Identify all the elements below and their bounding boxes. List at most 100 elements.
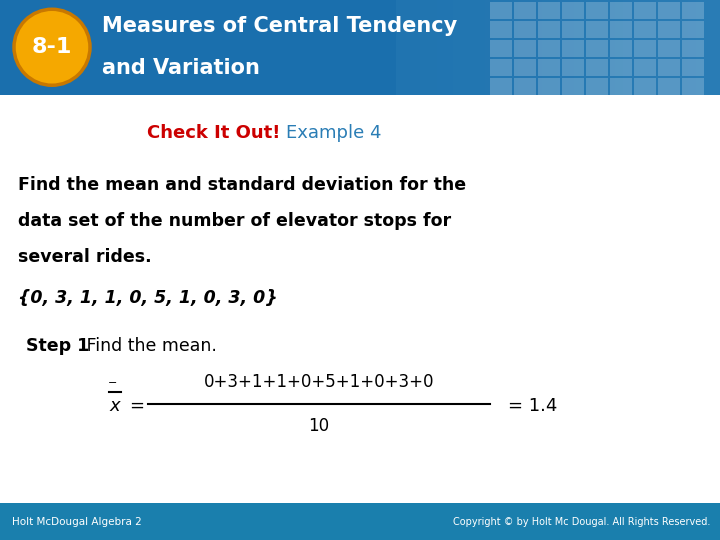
- Bar: [510, 0, 518, 94]
- Bar: [615, 0, 623, 94]
- Text: data set of the number of elevator stops for: data set of the number of elevator stops…: [18, 212, 451, 230]
- Bar: [514, 78, 536, 94]
- Text: Find the mean.: Find the mean.: [81, 337, 217, 355]
- Bar: [526, 0, 534, 94]
- Bar: [413, 0, 420, 94]
- Bar: [501, 0, 510, 94]
- Bar: [518, 0, 526, 94]
- Bar: [538, 39, 560, 57]
- Bar: [586, 78, 608, 94]
- Bar: [550, 0, 558, 94]
- Bar: [663, 0, 672, 94]
- Bar: [712, 0, 720, 94]
- Bar: [538, 2, 560, 18]
- Bar: [420, 0, 428, 94]
- Bar: [445, 0, 453, 94]
- Text: Copyright © by Holt Mc Dougal. All Rights Reserved.: Copyright © by Holt Mc Dougal. All Right…: [453, 517, 710, 526]
- Bar: [514, 39, 536, 57]
- Bar: [538, 21, 560, 37]
- Bar: [631, 0, 639, 94]
- Bar: [586, 39, 608, 57]
- Bar: [682, 21, 704, 37]
- Bar: [542, 0, 550, 94]
- Bar: [0, 0, 720, 94]
- Text: Find the mean and standard deviation for the: Find the mean and standard deviation for…: [18, 176, 466, 193]
- Bar: [658, 2, 680, 18]
- Bar: [658, 78, 680, 94]
- Text: = 1.4: = 1.4: [508, 397, 557, 415]
- Bar: [682, 58, 704, 76]
- Bar: [672, 0, 680, 94]
- Bar: [682, 2, 704, 18]
- Bar: [469, 0, 477, 94]
- Bar: [610, 2, 632, 18]
- Bar: [610, 58, 632, 76]
- Bar: [586, 58, 608, 76]
- Text: Measures of Central Tendency: Measures of Central Tendency: [102, 16, 457, 37]
- Circle shape: [14, 9, 90, 85]
- Text: Check It Out!: Check It Out!: [147, 124, 280, 141]
- Bar: [428, 0, 436, 94]
- Bar: [639, 0, 647, 94]
- Text: x: x: [109, 397, 120, 415]
- Bar: [658, 58, 680, 76]
- Text: =: =: [130, 397, 145, 415]
- Bar: [704, 0, 712, 94]
- Bar: [404, 0, 413, 94]
- Bar: [634, 78, 656, 94]
- Bar: [634, 39, 656, 57]
- Bar: [610, 21, 632, 37]
- Text: Example 4: Example 4: [286, 124, 382, 141]
- Bar: [562, 58, 584, 76]
- Bar: [562, 78, 584, 94]
- Bar: [634, 58, 656, 76]
- Bar: [610, 78, 632, 94]
- Bar: [582, 0, 590, 94]
- Bar: [634, 2, 656, 18]
- Bar: [696, 0, 704, 94]
- Bar: [606, 0, 615, 94]
- Bar: [490, 58, 512, 76]
- Bar: [623, 0, 631, 94]
- Text: several rides.: several rides.: [18, 247, 152, 266]
- Bar: [477, 0, 485, 94]
- Bar: [566, 0, 575, 94]
- Text: and Variation: and Variation: [102, 58, 260, 78]
- Bar: [655, 0, 663, 94]
- Bar: [485, 0, 493, 94]
- Text: 0+3+1+1+0+5+1+0+3+0: 0+3+1+1+0+5+1+0+3+0: [204, 373, 434, 391]
- Bar: [538, 58, 560, 76]
- Bar: [680, 0, 688, 94]
- Bar: [514, 2, 536, 18]
- Bar: [682, 78, 704, 94]
- Bar: [0, 503, 720, 540]
- Bar: [590, 0, 598, 94]
- Bar: [562, 2, 584, 18]
- Bar: [461, 0, 469, 94]
- Bar: [647, 0, 655, 94]
- Bar: [610, 39, 632, 57]
- Bar: [658, 39, 680, 57]
- Bar: [586, 21, 608, 37]
- Bar: [490, 21, 512, 37]
- Text: Step 1: Step 1: [26, 337, 89, 355]
- Text: 8-1: 8-1: [32, 37, 72, 57]
- Text: −: −: [108, 377, 117, 388]
- Bar: [396, 0, 404, 94]
- Bar: [598, 0, 606, 94]
- Bar: [490, 78, 512, 94]
- Text: Holt McDougal Algebra 2: Holt McDougal Algebra 2: [12, 517, 142, 526]
- Bar: [490, 2, 512, 18]
- Bar: [575, 0, 582, 94]
- Bar: [490, 39, 512, 57]
- Bar: [453, 0, 461, 94]
- Bar: [436, 0, 445, 94]
- Bar: [514, 58, 536, 76]
- Bar: [493, 0, 501, 94]
- Bar: [562, 21, 584, 37]
- Bar: [534, 0, 542, 94]
- Text: {0, 3, 1, 1, 0, 5, 1, 0, 3, 0}: {0, 3, 1, 1, 0, 5, 1, 0, 3, 0}: [18, 288, 278, 307]
- Bar: [682, 39, 704, 57]
- Bar: [634, 21, 656, 37]
- Bar: [558, 0, 566, 94]
